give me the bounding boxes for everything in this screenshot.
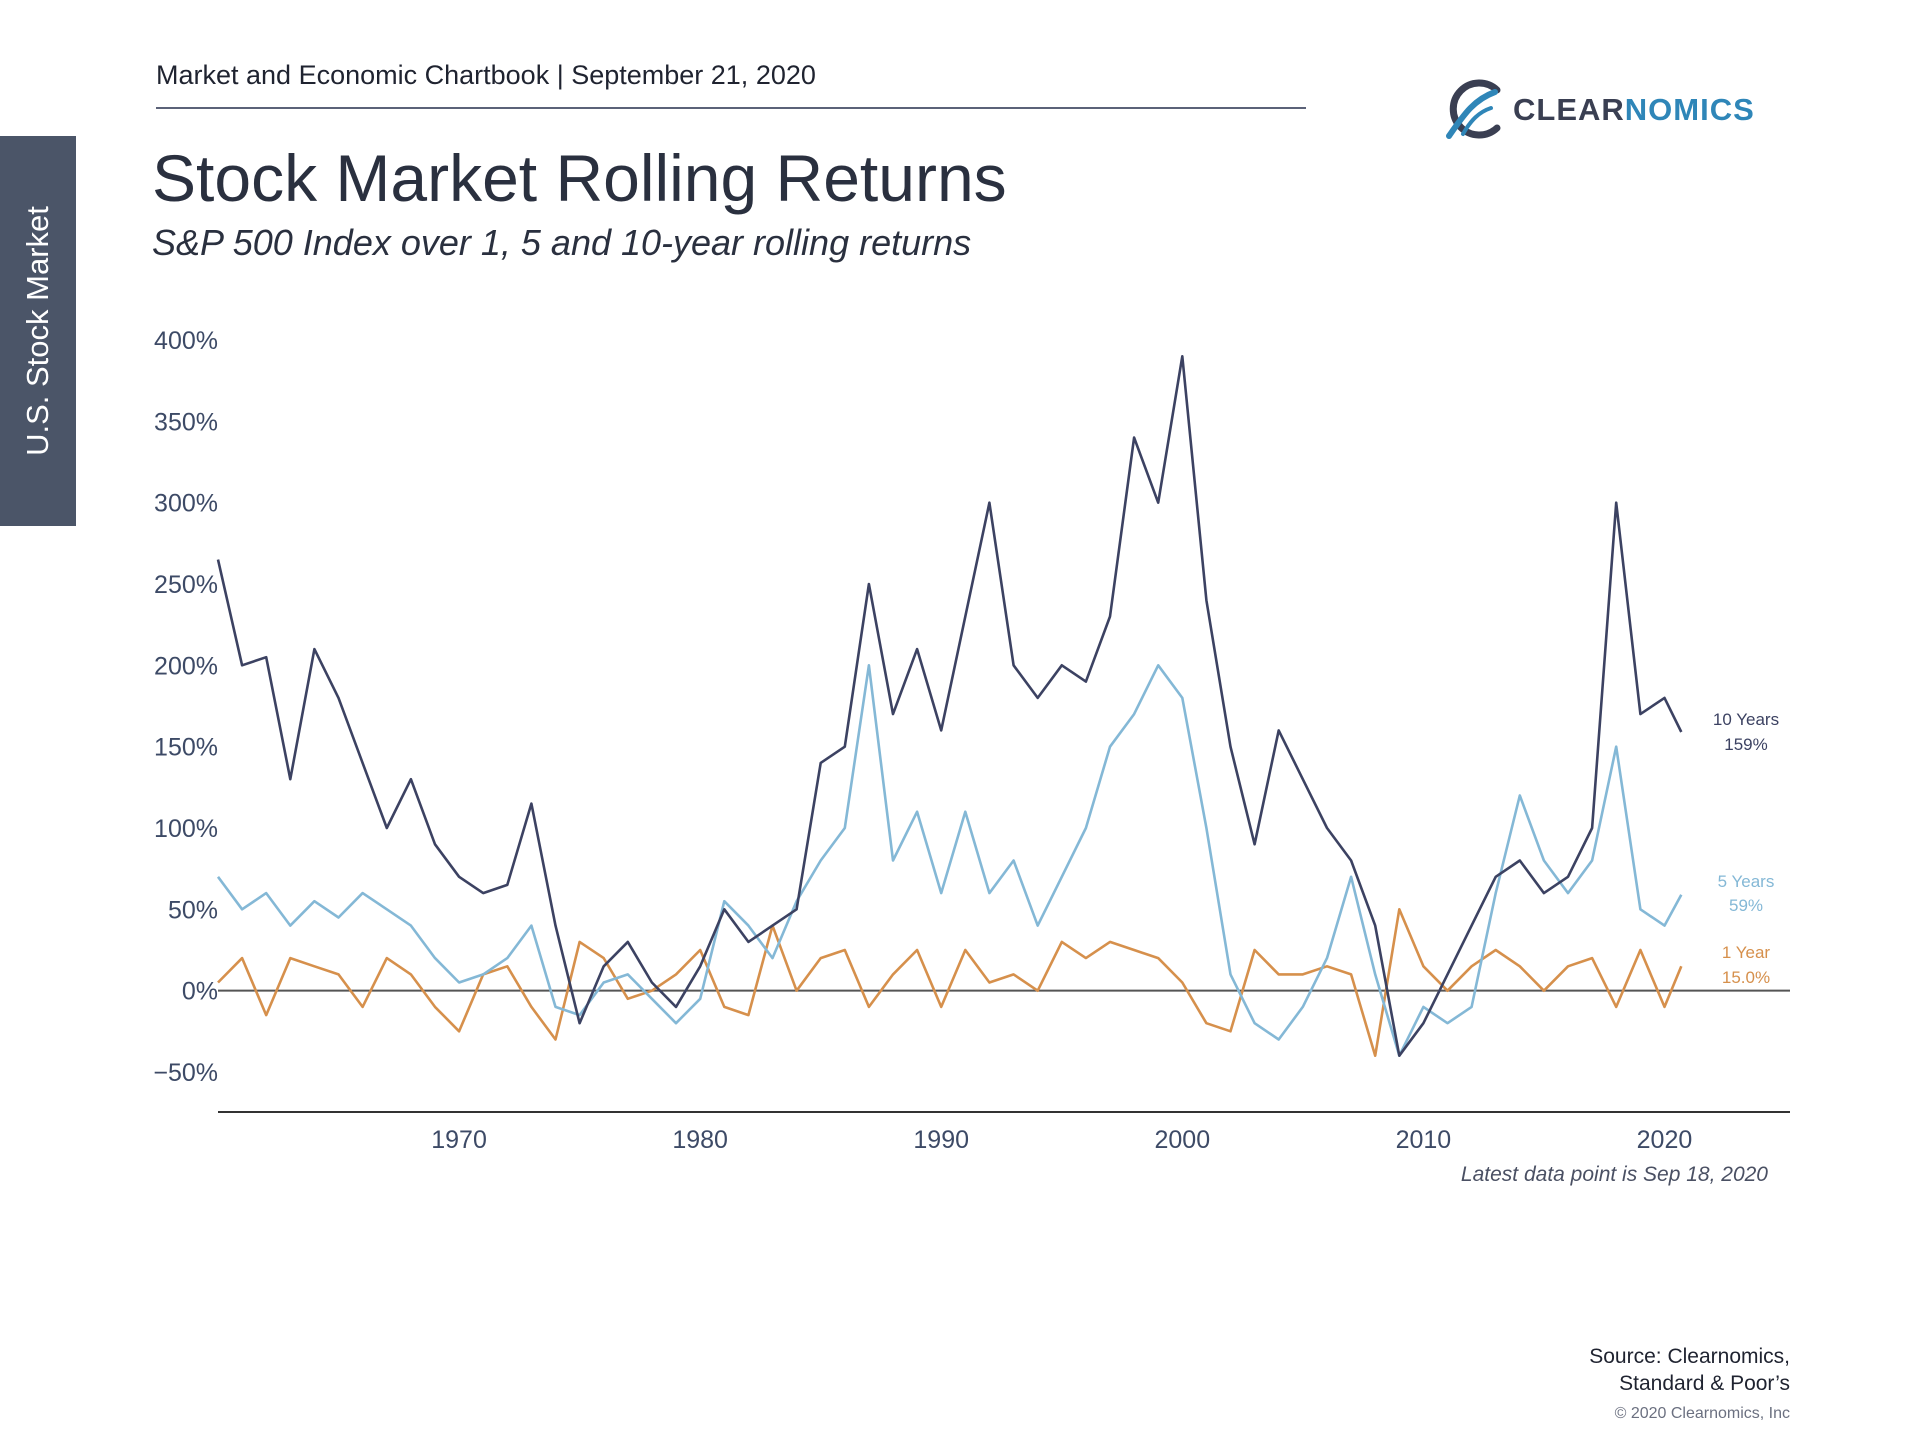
series-line-1-year	[217, 908, 1683, 1057]
section-side-tab: U.S. Stock Market	[0, 136, 76, 526]
x-tick-label: 2000	[1154, 1126, 1210, 1154]
series-label-name: 5 Years	[1718, 872, 1775, 891]
chartbook-header: Market and Economic Chartbook | Septembe…	[156, 60, 816, 90]
clearnomics-swirl-icon	[1446, 79, 1501, 139]
x-tick-label: 1980	[672, 1126, 728, 1154]
x-tick-label: 2020	[1637, 1126, 1693, 1154]
y-tick-label: 100%	[154, 815, 218, 843]
series-label-name: 10 Years	[1713, 710, 1779, 729]
series-label-name: 1 Year	[1722, 943, 1771, 962]
y-tick-label: 250%	[154, 571, 218, 599]
series-label-value: 59%	[1729, 896, 1763, 915]
series-label-value: 15.0%	[1722, 968, 1770, 987]
series-line-5-years	[216, 664, 1683, 1057]
x-tick-label: 1990	[913, 1126, 969, 1154]
logo-wordmark-nomics: NOMICS	[1624, 92, 1755, 127]
page-title: Stock Market Rolling Returns	[152, 141, 1007, 215]
source-line-1: Source: Clearnomics,	[1589, 1345, 1790, 1368]
series-line-10-years	[216, 355, 1683, 1057]
page-subtitle: S&P 500 Index over 1, 5 and 10-year roll…	[152, 222, 972, 263]
series-label-value: 159%	[1724, 735, 1767, 754]
logo-wordmark: CLEARNOMICS	[1513, 92, 1755, 128]
y-tick-label: −50%	[153, 1059, 218, 1087]
latest-data-note: Latest data point is Sep 18, 2020	[1460, 1163, 1768, 1186]
y-tick-label: 150%	[154, 734, 218, 762]
copyright-notice: © 2020 Clearnomics, Inc	[1614, 1405, 1790, 1422]
source-line-2: Standard & Poor’s	[1619, 1372, 1790, 1395]
y-tick-label: 400%	[154, 327, 218, 355]
logo-wordmark-clear: CLEAR	[1513, 92, 1625, 127]
y-tick-label: 0%	[182, 978, 218, 1006]
source-credit: Source: Clearnomics, Standard & Poor’s	[1589, 1343, 1790, 1397]
y-tick-label: 200%	[154, 652, 218, 680]
y-tick-label: 50%	[168, 896, 218, 924]
y-tick-label: 350%	[154, 408, 218, 436]
x-tick-label: 1970	[431, 1126, 487, 1154]
y-tick-label: 300%	[154, 490, 218, 518]
clearnomics-logo: CLEARNOMICS	[1443, 78, 1763, 140]
x-tick-label: 2010	[1396, 1126, 1452, 1154]
header-divider	[156, 107, 1306, 109]
